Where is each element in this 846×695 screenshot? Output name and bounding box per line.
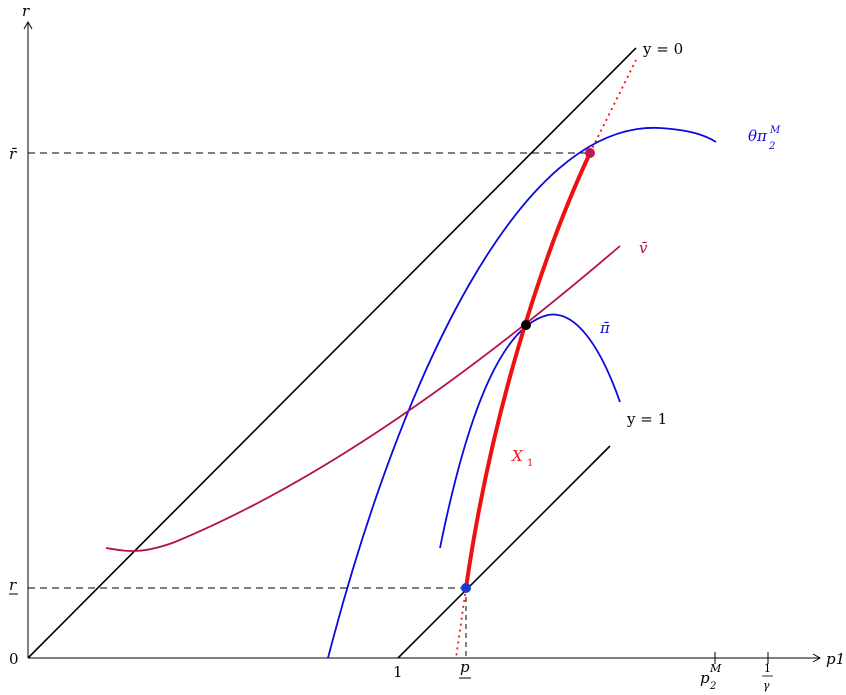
- point-intersection: [521, 320, 531, 330]
- line-y1: [397, 445, 611, 659]
- label-theta-pi-sup: M: [769, 125, 781, 136]
- label-v-bar: v̄: [639, 239, 648, 257]
- point-r-under: [461, 583, 471, 593]
- tick-label-gamma-den: γ: [763, 679, 770, 692]
- y-axis-label: r: [22, 2, 30, 20]
- label-y1: y = 1: [626, 410, 667, 428]
- r-bar-label: r̄: [9, 145, 17, 163]
- curve-v-bar: [105, 245, 621, 552]
- tick-label-p2M-sup: M: [709, 662, 722, 675]
- line-y0: [27, 47, 637, 659]
- label-x1-sub: 1: [527, 458, 533, 469]
- tick-label-p-under: p: [460, 658, 470, 676]
- label-theta-pi-sub: 2: [768, 141, 775, 152]
- x-axis-label: p1: [826, 650, 845, 668]
- tick-label-p2M-sub: 2: [709, 681, 716, 692]
- label-theta-pi: θπ: [748, 127, 768, 145]
- r-under-label: r: [9, 576, 17, 594]
- tick-label-p2M: p: [700, 669, 710, 687]
- label-pi-bar: π̄: [599, 319, 611, 337]
- tick-label-one: 1: [393, 663, 403, 681]
- tick-label-gamma-num: 1: [764, 662, 771, 675]
- x1-dotted-extension-top: [589, 59, 637, 154]
- point-r-bar: [585, 148, 595, 158]
- origin-label: 0: [9, 650, 19, 668]
- curve-theta-pi2M: [327, 127, 717, 659]
- curve-pi-bar: [439, 313, 621, 549]
- label-x1: X: [511, 447, 524, 465]
- label-y0: y = 0: [642, 40, 683, 58]
- curve-x1: [464, 152, 592, 589]
